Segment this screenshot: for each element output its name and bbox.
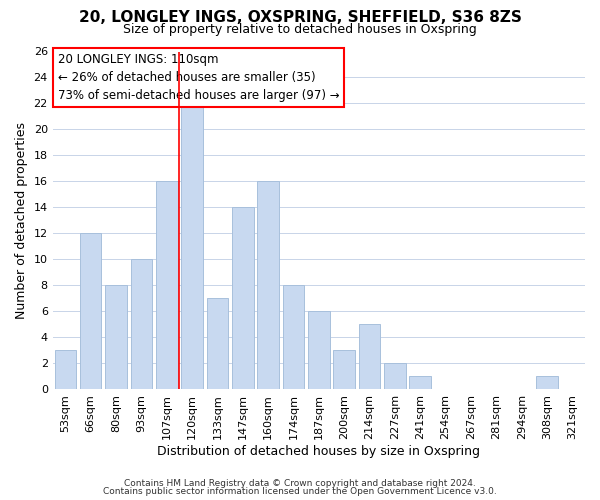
Text: Size of property relative to detached houses in Oxspring: Size of property relative to detached ho… xyxy=(123,22,477,36)
Bar xyxy=(536,376,558,389)
Y-axis label: Number of detached properties: Number of detached properties xyxy=(15,122,28,318)
Bar xyxy=(409,376,431,389)
Bar xyxy=(308,311,329,389)
Bar xyxy=(80,233,101,389)
Text: 20, LONGLEY INGS, OXSPRING, SHEFFIELD, S36 8ZS: 20, LONGLEY INGS, OXSPRING, SHEFFIELD, S… xyxy=(79,10,521,25)
Bar xyxy=(283,285,304,389)
Bar xyxy=(257,182,279,389)
Bar xyxy=(156,182,178,389)
Bar xyxy=(206,298,228,389)
X-axis label: Distribution of detached houses by size in Oxspring: Distribution of detached houses by size … xyxy=(157,444,481,458)
Bar xyxy=(384,363,406,389)
Bar xyxy=(181,104,203,389)
Bar xyxy=(359,324,380,389)
Text: Contains HM Land Registry data © Crown copyright and database right 2024.: Contains HM Land Registry data © Crown c… xyxy=(124,478,476,488)
Bar xyxy=(105,285,127,389)
Bar xyxy=(334,350,355,389)
Text: Contains public sector information licensed under the Open Government Licence v3: Contains public sector information licen… xyxy=(103,487,497,496)
Text: 20 LONGLEY INGS: 110sqm
← 26% of detached houses are smaller (35)
73% of semi-de: 20 LONGLEY INGS: 110sqm ← 26% of detache… xyxy=(58,53,340,102)
Bar xyxy=(55,350,76,389)
Bar xyxy=(131,259,152,389)
Bar xyxy=(232,207,254,389)
